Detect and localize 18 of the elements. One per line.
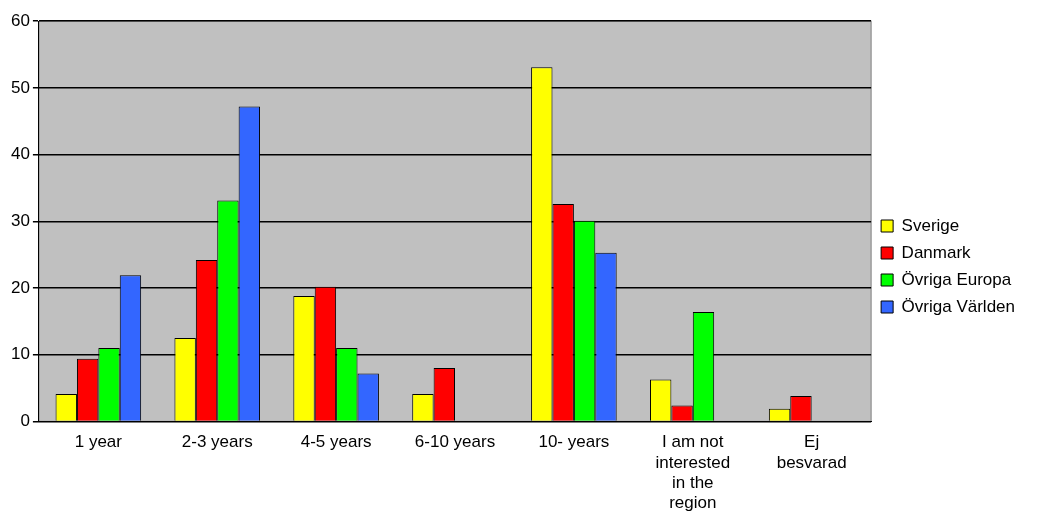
y-tick-label: 20 <box>10 277 30 297</box>
y-tick-label: 10 <box>10 344 30 364</box>
y-tick-label: 30 <box>10 210 30 230</box>
x-tick-label: Ej besvarad <box>776 432 847 472</box>
legend-label: Danmark <box>901 242 972 262</box>
y-tick-label: 0 <box>20 411 30 431</box>
legend-label: Övriga Europa <box>901 269 1012 289</box>
y-tick-label: 40 <box>10 144 30 164</box>
y-tick-label: 50 <box>10 77 30 97</box>
y-tick-label: 60 <box>10 10 30 30</box>
x-tick-label: 1 year <box>74 432 123 452</box>
x-tick-label: 6-10 years <box>414 432 496 452</box>
x-tick-label: 10- years <box>538 432 610 452</box>
legend-label: Sverige <box>901 215 960 235</box>
x-tick-label: 2-3 years <box>181 432 253 452</box>
x-tick-label: I am not interested in the region <box>655 432 731 513</box>
legend-label: Övriga Världen <box>901 296 1015 316</box>
x-tick-label: 4-5 years <box>300 432 372 452</box>
